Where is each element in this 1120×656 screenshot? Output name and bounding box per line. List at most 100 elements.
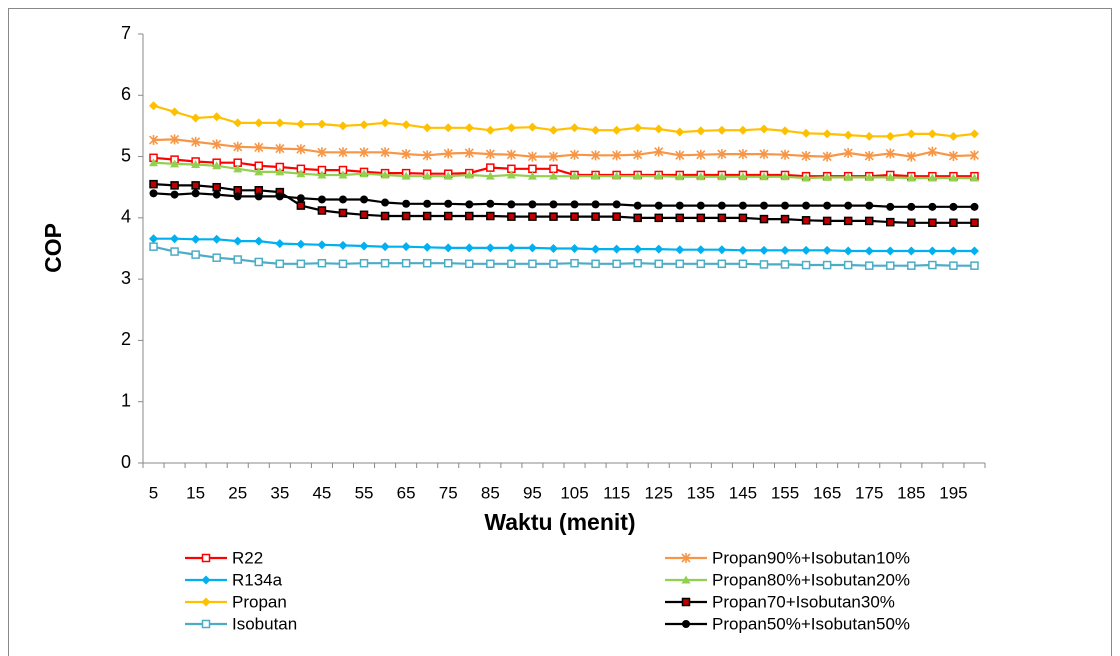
x-tick-label: 155 [771, 483, 799, 502]
data-point [548, 151, 559, 162]
data-point [675, 172, 685, 181]
data-point [170, 181, 179, 190]
series-line [153, 104, 975, 138]
data-point [927, 173, 937, 182]
data-point [969, 129, 979, 139]
data-point [254, 118, 264, 128]
data-point [633, 244, 643, 254]
data-point [949, 202, 958, 211]
legend-marker [201, 553, 211, 563]
series-line [153, 192, 975, 208]
x-tick-label: 135 [687, 483, 715, 502]
data-point [759, 214, 769, 224]
data-point [633, 171, 643, 180]
data-point [844, 201, 853, 210]
data-point [822, 151, 832, 162]
data-point [906, 129, 916, 139]
data-point [317, 206, 327, 215]
data-point [422, 171, 432, 180]
data-point [401, 242, 411, 252]
data-point [738, 259, 748, 269]
legend-marker [201, 619, 211, 629]
data-point [822, 260, 832, 270]
data-point [970, 218, 979, 228]
data-point [717, 213, 727, 223]
data-point [696, 172, 706, 181]
data-point [149, 242, 158, 251]
data-point [170, 247, 179, 256]
data-point [906, 173, 916, 182]
data-point [570, 171, 580, 180]
data-point [633, 258, 642, 268]
data-point [864, 216, 874, 226]
data-point [338, 259, 348, 269]
data-point [591, 200, 600, 209]
data-point [275, 192, 284, 201]
data-point [485, 171, 495, 180]
data-point [338, 195, 347, 204]
data-point [717, 259, 727, 269]
data-point [317, 240, 327, 250]
data-point [822, 216, 832, 226]
data-point [780, 260, 790, 269]
data-point [759, 201, 768, 210]
legend-label: Propan70+Isobutan30% [712, 592, 895, 611]
data-point [507, 200, 516, 209]
data-point [423, 199, 432, 208]
legend-marker [201, 575, 211, 585]
x-tick-label: 145 [729, 483, 757, 502]
data-point [528, 200, 537, 209]
series-line [153, 161, 975, 180]
data-point [485, 125, 495, 135]
data-point [170, 234, 180, 244]
data-point [969, 173, 979, 182]
data-point [444, 199, 453, 208]
data-point [296, 169, 306, 178]
data-point [191, 234, 201, 244]
data-point [275, 143, 285, 154]
data-point [443, 171, 453, 180]
data-point [401, 258, 411, 268]
data-point [422, 211, 432, 221]
data-point [486, 259, 495, 269]
data-point [148, 135, 159, 146]
data-point [865, 201, 874, 210]
data-point [233, 141, 243, 152]
series-line [153, 183, 975, 224]
data-point [906, 246, 916, 256]
data-point [549, 259, 558, 269]
data-point [801, 260, 811, 270]
data-point [633, 149, 643, 160]
data-point [570, 212, 579, 221]
legend-marker [681, 597, 691, 607]
x-tick-label: 55 [355, 483, 374, 502]
data-point [717, 149, 727, 160]
data-point [738, 125, 748, 135]
data-point [843, 172, 853, 181]
data-point [317, 258, 327, 268]
data-point [781, 201, 790, 210]
data-point [254, 192, 263, 201]
data-point [864, 261, 874, 270]
data-point [823, 201, 832, 210]
data-point [696, 259, 706, 269]
data-point [527, 243, 537, 253]
x-tick-label: 45 [312, 483, 331, 502]
data-point [654, 201, 663, 210]
data-point [464, 170, 474, 179]
data-point [906, 151, 916, 162]
data-point [927, 246, 937, 256]
data-point [654, 146, 664, 157]
data-point [549, 212, 558, 221]
data-point [738, 245, 748, 255]
data-point [864, 131, 874, 141]
data-point [654, 244, 664, 254]
data-point [359, 169, 369, 178]
data-point [296, 119, 306, 129]
data-point [381, 198, 390, 207]
data-point [675, 259, 685, 269]
data-point [212, 139, 222, 150]
data-point [233, 255, 242, 264]
data-point [591, 171, 601, 180]
data-point [317, 195, 326, 204]
